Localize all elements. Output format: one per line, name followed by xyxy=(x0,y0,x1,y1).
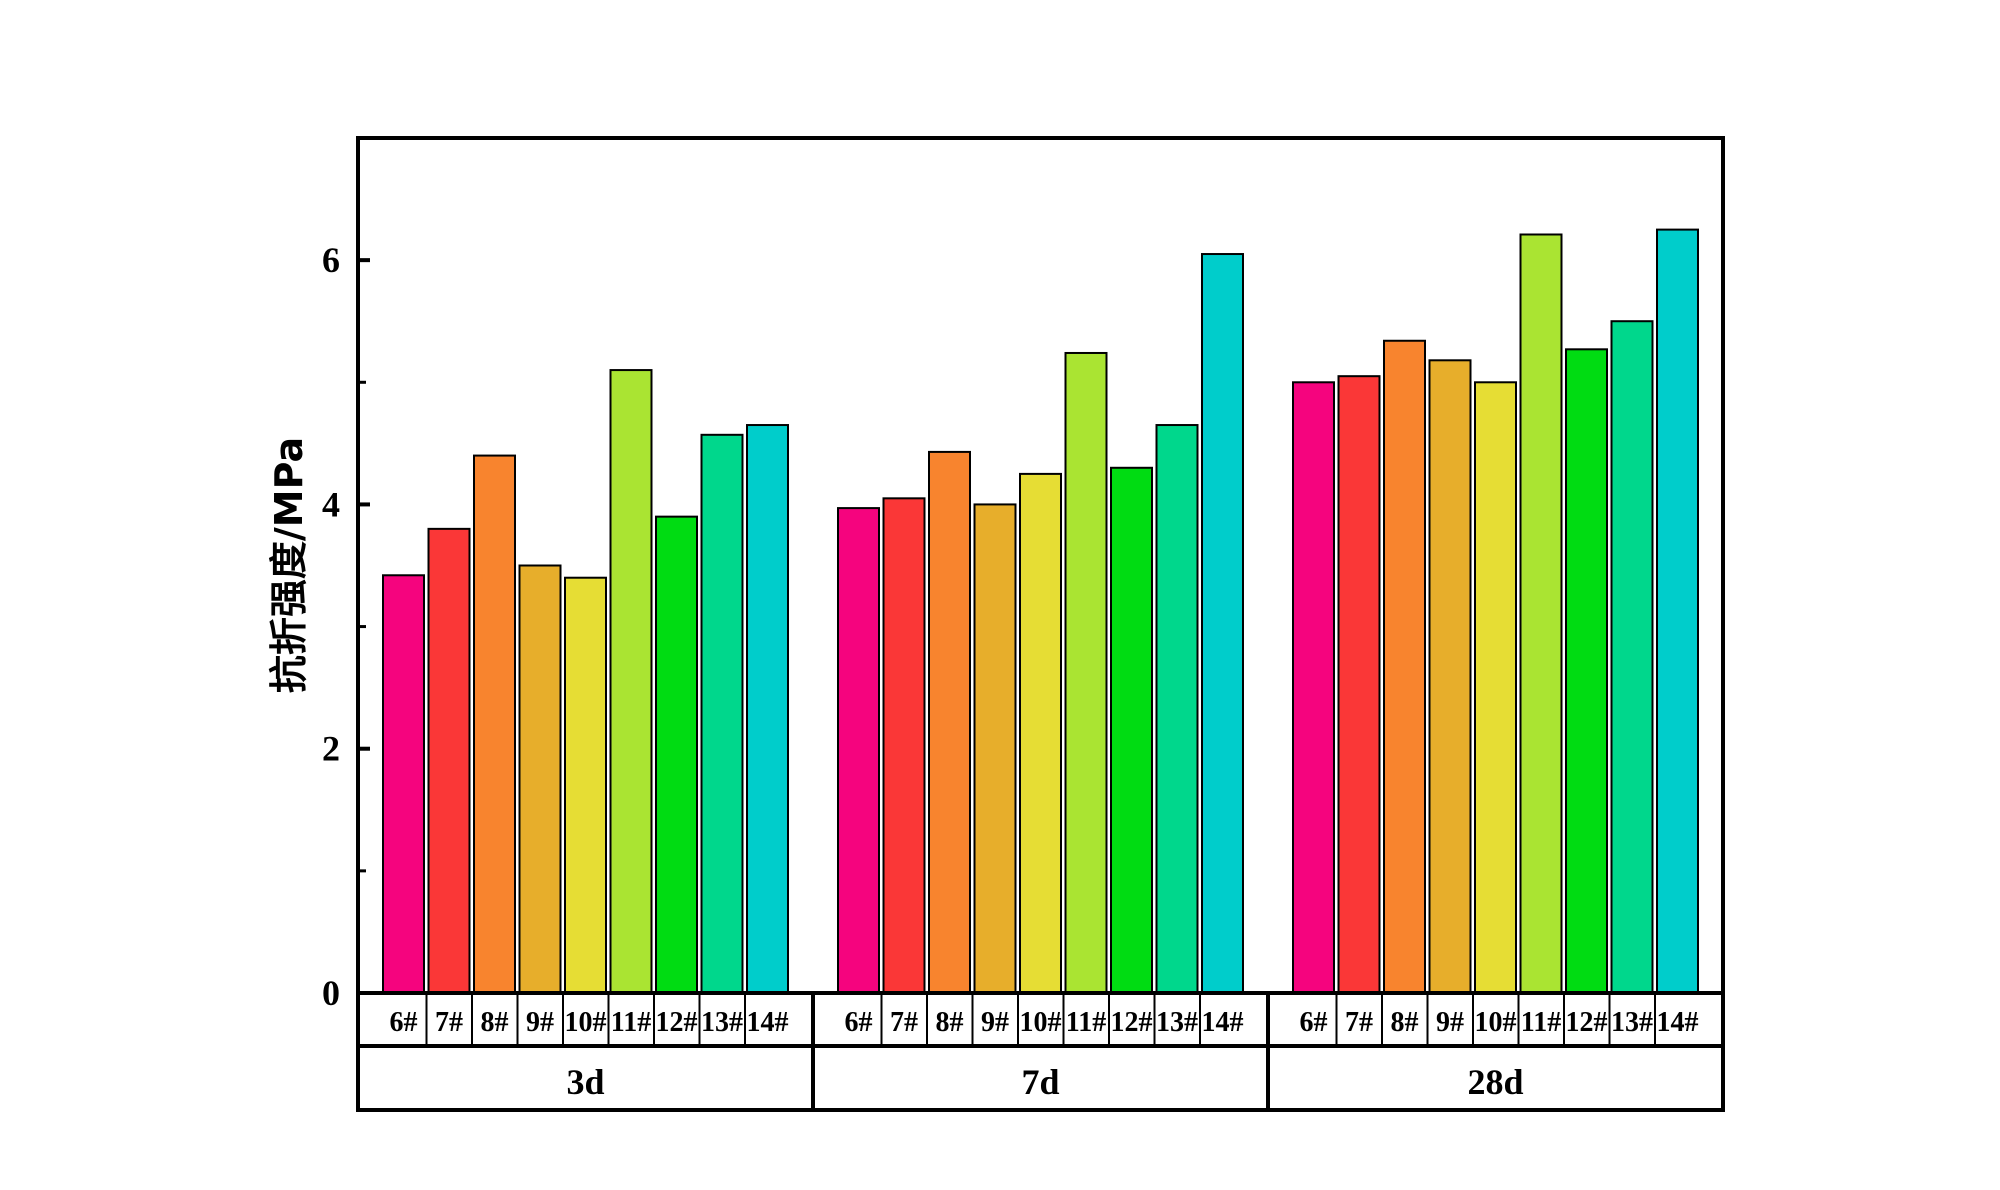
bars-layer xyxy=(382,228,1699,995)
category-label-28d-12#: 12# xyxy=(1566,1007,1608,1038)
bar-3d-7# xyxy=(427,527,471,994)
y-axis-label: 抗折强度/MPa xyxy=(267,437,311,693)
bar-7d-13# xyxy=(1155,424,1199,994)
bar-7d-14# xyxy=(1201,253,1244,995)
y-tick-label: 4 xyxy=(322,484,340,524)
category-label-7d-12#: 12# xyxy=(1111,1007,1153,1038)
category-label-7d-7#: 7# xyxy=(890,1007,918,1038)
bar-7d-8# xyxy=(928,450,971,994)
category-label-28d-9#: 9# xyxy=(1436,1007,1464,1038)
category-label-3d-13#: 13# xyxy=(701,1007,743,1038)
category-label-3d-7#: 7# xyxy=(435,1007,463,1038)
category-table-frame xyxy=(356,991,1725,1112)
category-label-7d-11#: 11# xyxy=(1066,1007,1106,1038)
y-tick-label: 6 xyxy=(322,240,340,280)
category-label-28d-6#: 6# xyxy=(1300,1007,1328,1038)
bar-28d-7# xyxy=(1337,375,1381,994)
y-tick-label: 2 xyxy=(322,729,340,769)
category-label-28d-7#: 7# xyxy=(1345,1007,1373,1038)
bar-28d-6# xyxy=(1292,381,1335,994)
category-label-7d-13#: 13# xyxy=(1156,1007,1198,1038)
bar-3d-10# xyxy=(564,576,607,994)
category-label-7d-9#: 9# xyxy=(981,1007,1009,1038)
bar-7d-10# xyxy=(1019,472,1062,994)
group-label-28d: 28d xyxy=(1467,1062,1523,1102)
bar-3d-6# xyxy=(382,574,425,994)
category-label-28d-11#: 11# xyxy=(1521,1007,1561,1038)
bar-3d-11# xyxy=(609,369,653,995)
category-label-7d-10#: 10# xyxy=(1020,1007,1062,1038)
category-label-3d-10#: 10# xyxy=(565,1007,607,1038)
bar-28d-11# xyxy=(1519,233,1563,994)
category-label-7d-14#: 14# xyxy=(1202,1007,1244,1038)
bar-28d-13# xyxy=(1610,320,1654,994)
category-label-table: 6# 7# 8# 9# 10# 11# 12# 13# 14#3d6# 7# 8# 9# 10# 11# 1… xyxy=(356,991,1725,1112)
group-label-7d: 7d xyxy=(1021,1062,1059,1102)
group-label-3d: 3d xyxy=(566,1062,604,1102)
bar-3d-9# xyxy=(518,564,562,994)
bar-28d-8# xyxy=(1383,339,1426,994)
bar-28d-9# xyxy=(1428,359,1472,994)
category-label-3d-6#: 6# xyxy=(390,1007,418,1038)
category-label-7d-8#: 8# xyxy=(936,1007,964,1038)
bar-3d-12# xyxy=(655,515,698,995)
bar-3d-13# xyxy=(700,433,744,994)
bar-7d-7# xyxy=(882,497,926,994)
bar-28d-12# xyxy=(1565,348,1608,994)
category-label-7d-6#: 6# xyxy=(845,1007,873,1038)
y-tick-label: 0 xyxy=(322,973,340,1013)
bar-3d-14# xyxy=(746,424,789,994)
bar-28d-14# xyxy=(1656,228,1699,995)
category-label-3d-12#: 12# xyxy=(656,1007,698,1038)
y-axis: 0 2 4 6 xyxy=(322,240,370,1013)
category-label-3d-9#: 9# xyxy=(526,1007,554,1038)
category-label-28d-13#: 13# xyxy=(1611,1007,1653,1038)
bar-7d-9# xyxy=(973,503,1017,994)
category-label-28d-14#: 14# xyxy=(1657,1007,1699,1038)
bar-7d-6# xyxy=(837,507,880,994)
bar-3d-8# xyxy=(473,454,516,995)
category-label-28d-8#: 8# xyxy=(1391,1007,1419,1038)
category-label-3d-11#: 11# xyxy=(611,1007,651,1038)
bar-7d-12# xyxy=(1110,466,1153,994)
category-label-28d-10#: 10# xyxy=(1475,1007,1517,1038)
category-label-3d-8#: 8# xyxy=(481,1007,509,1038)
bar-28d-10# xyxy=(1474,381,1517,994)
category-label-3d-14#: 14# xyxy=(747,1007,789,1038)
bar-7d-11# xyxy=(1064,351,1108,994)
